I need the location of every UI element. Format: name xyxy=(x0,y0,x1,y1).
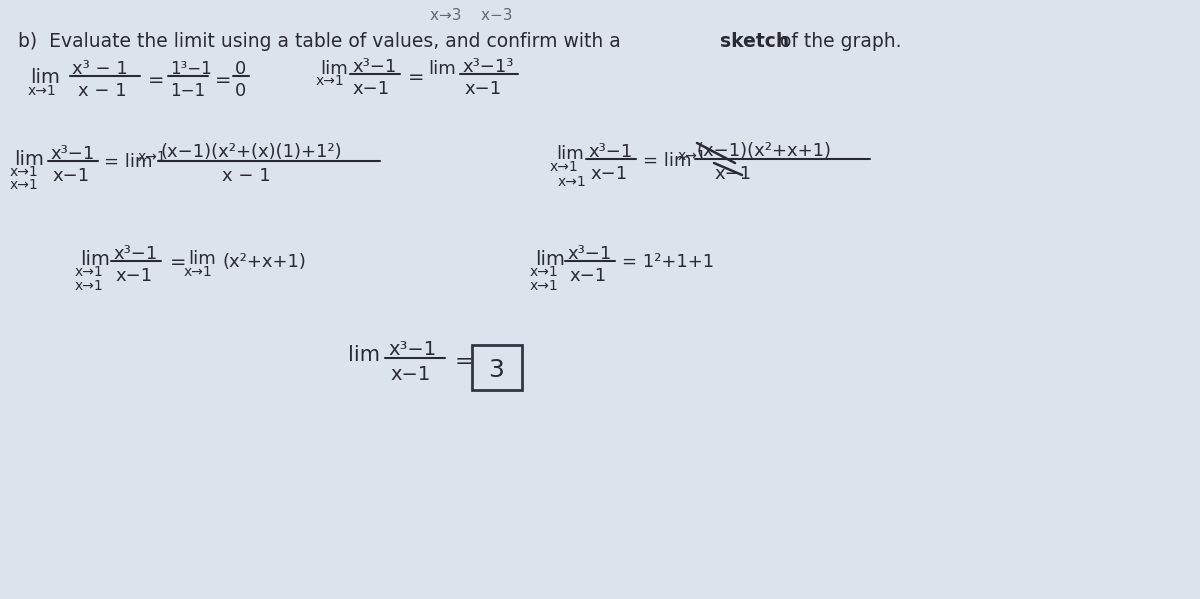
Text: 3: 3 xyxy=(488,358,504,382)
Text: lim: lim xyxy=(320,60,348,78)
Text: x→1: x→1 xyxy=(316,74,344,88)
Bar xyxy=(472,345,522,390)
Text: =: = xyxy=(148,71,164,90)
Text: lim: lim xyxy=(30,68,60,87)
Text: = 1²+1+1: = 1²+1+1 xyxy=(622,253,714,271)
Text: x−1: x−1 xyxy=(115,267,152,285)
Text: 0: 0 xyxy=(235,82,246,100)
Text: x³ − 1: x³ − 1 xyxy=(72,60,127,78)
Text: =: = xyxy=(170,253,186,272)
Text: x³−1: x³−1 xyxy=(50,145,95,163)
Text: b)  Evaluate the limit using a table of values, and confirm with a: b) Evaluate the limit using a table of v… xyxy=(18,32,626,51)
Text: x→1: x→1 xyxy=(530,265,559,279)
Text: x→1: x→1 xyxy=(28,84,56,98)
Text: x→1: x→1 xyxy=(10,178,38,192)
Text: x−1: x−1 xyxy=(714,165,751,183)
Text: lim: lim xyxy=(428,60,456,78)
Text: x−1: x−1 xyxy=(590,165,628,183)
Text: x³−1: x³−1 xyxy=(113,245,157,263)
Text: = lim: = lim xyxy=(643,152,691,170)
Text: sketch: sketch xyxy=(720,32,790,51)
Text: x→1: x→1 xyxy=(74,279,103,293)
Text: x−1: x−1 xyxy=(390,365,431,384)
Text: =: = xyxy=(215,71,232,90)
Text: x→1: x→1 xyxy=(558,175,587,189)
Text: x³−1³: x³−1³ xyxy=(462,58,514,76)
Text: x³−1: x³−1 xyxy=(388,340,436,359)
Text: x−1: x−1 xyxy=(52,167,89,185)
Text: = lim: = lim xyxy=(104,153,152,171)
Text: x→1: x→1 xyxy=(138,150,167,164)
Text: x→1: x→1 xyxy=(10,165,38,179)
Text: (x²+x+1): (x²+x+1) xyxy=(222,253,306,271)
Text: =: = xyxy=(455,352,474,372)
Text: x→1: x→1 xyxy=(678,149,707,163)
Text: =: = xyxy=(408,68,425,87)
Text: lim: lim xyxy=(80,250,110,269)
Text: x→3    x−3: x→3 x−3 xyxy=(430,8,512,23)
Text: x − 1: x − 1 xyxy=(78,82,127,100)
Text: x→1: x→1 xyxy=(184,265,212,279)
Text: x→1: x→1 xyxy=(74,265,103,279)
Text: 1³−1: 1³−1 xyxy=(170,60,211,78)
Text: 0: 0 xyxy=(235,60,246,78)
Text: 1−1: 1−1 xyxy=(170,82,205,100)
Text: x→1: x→1 xyxy=(530,279,559,293)
Text: of the graph.: of the graph. xyxy=(774,32,901,51)
Text: (x−1)(x²+x+1): (x−1)(x²+x+1) xyxy=(697,142,832,160)
Text: lim: lim xyxy=(556,145,583,163)
Text: x→1: x→1 xyxy=(550,160,578,174)
Text: (x−1)(x²+(x)(1)+1²): (x−1)(x²+(x)(1)+1²) xyxy=(160,143,342,161)
Text: lim: lim xyxy=(348,345,380,365)
Text: x − 1: x − 1 xyxy=(222,167,271,185)
Text: lim: lim xyxy=(535,250,565,269)
Text: lim: lim xyxy=(14,150,44,169)
Text: x³−1: x³−1 xyxy=(588,143,632,161)
Text: x³−1: x³−1 xyxy=(352,58,396,76)
Text: x−1: x−1 xyxy=(569,267,606,285)
Text: lim: lim xyxy=(188,250,216,268)
Text: x−1: x−1 xyxy=(352,80,389,98)
Text: x−1: x−1 xyxy=(464,80,502,98)
Text: x³−1: x³−1 xyxy=(568,245,611,263)
